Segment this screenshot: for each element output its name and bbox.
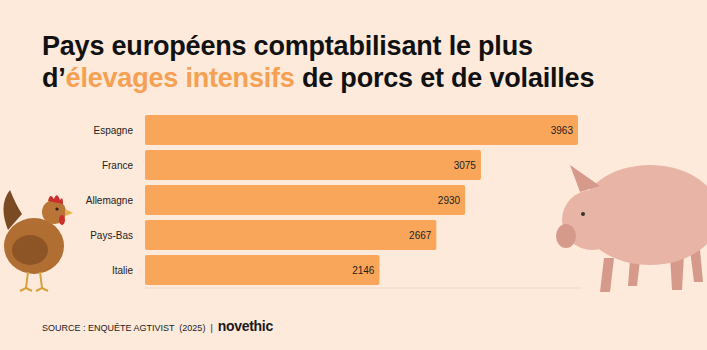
source: SOURCE : ENQUÊTE AGTIVIST (2025) | novethi… [42,318,273,334]
pig-eye [581,212,585,216]
hen-body [4,218,64,274]
category-label: Allemagne [86,195,134,206]
data-label: 3075 [454,160,477,171]
category-label: Pays-Bas [90,230,133,241]
category-label: Italie [112,265,134,276]
title: Pays européens comptabilisant le plus d’… [42,30,642,94]
category-label: France [102,160,134,171]
title-segment: de porcs et de volailles [295,63,595,93]
data-label: 2667 [409,230,432,241]
bars [145,115,578,285]
data-label: 2930 [438,195,461,206]
data-label: 3963 [551,125,574,136]
pig-snout [556,224,576,248]
chart: Espagne 3963 France 3075 Allemagne 2930 Pays-B… [0,0,707,350]
source-text: | [210,323,212,333]
hen-legs [20,272,48,291]
bar [145,220,436,250]
pig-ear [570,165,600,192]
hen-wattle [59,215,65,225]
data-label: 2146 [352,265,375,276]
labels: Espagne 3963 France 3075 Allemagne 2930 Pays-B… [86,125,574,276]
bar [145,185,465,215]
title-segment: élevages intensifs [66,63,295,93]
bar [145,150,481,180]
hen-comb [48,195,63,204]
hen-eye [55,207,58,210]
source-text: SOURCE : ENQUÊTE AGTIVIST (2025) [42,323,205,333]
decoration [3,165,707,292]
bar [145,255,379,285]
hen-wing [12,235,48,265]
bar [145,115,578,145]
logo: novethic [218,318,273,334]
hen-beak [65,209,73,216]
category-label: Espagne [94,125,134,136]
x-axis-line [145,288,582,289]
